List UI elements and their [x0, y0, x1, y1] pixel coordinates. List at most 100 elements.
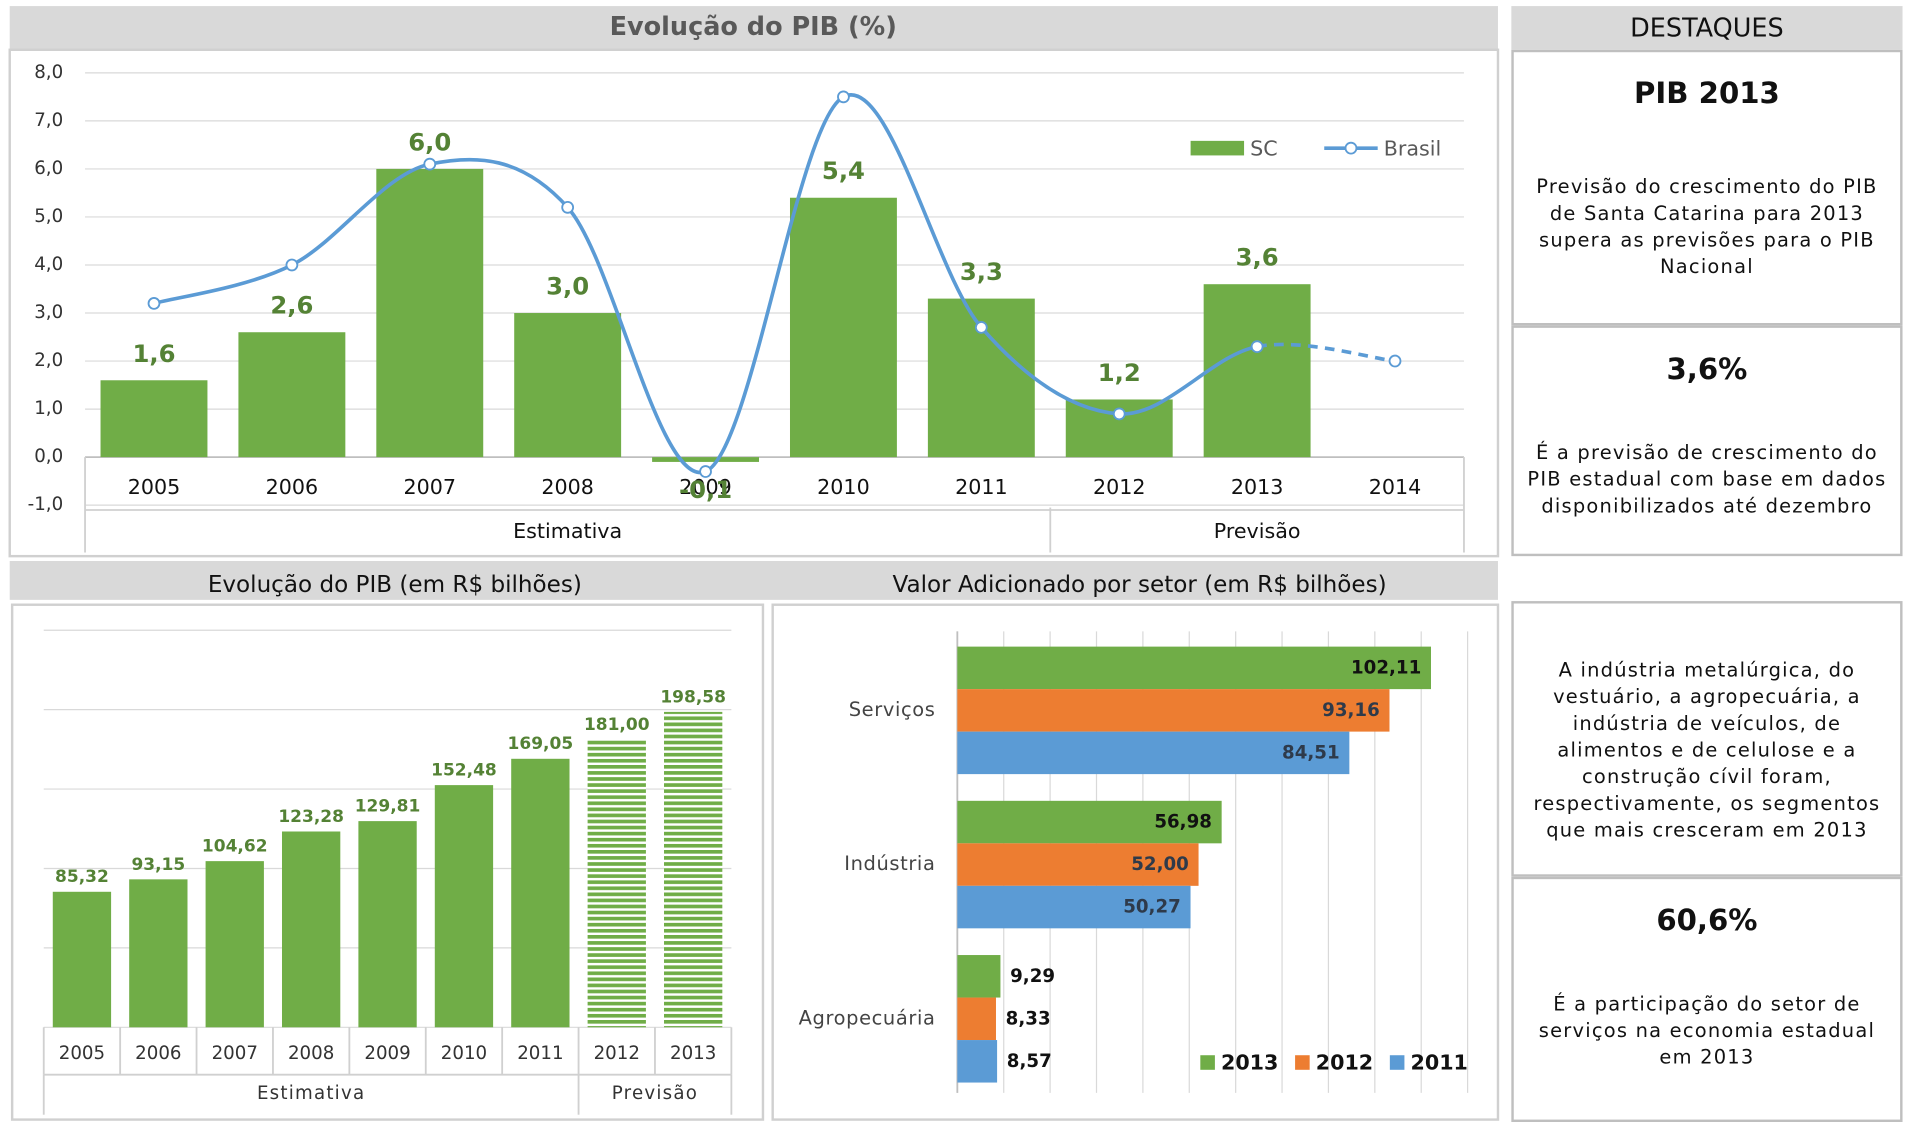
y-tick-label: Serviços	[849, 698, 936, 721]
highlight-box: 3,6% É a previsão de crescimento do PIB e…	[1511, 325, 1903, 557]
highlight-heading: 60,6%	[1656, 903, 1758, 938]
y-tick-label: 3,0	[34, 302, 63, 323]
highlight-text: A indústria metalúrgica, do vestuário, a…	[1533, 658, 1881, 842]
title-band	[9, 561, 1498, 600]
bar	[1203, 284, 1311, 458]
x-tick-label: 2011	[517, 1043, 563, 1064]
data-label: 104,62	[202, 837, 268, 857]
data-label: -0,1	[679, 475, 732, 504]
marker	[1250, 340, 1264, 354]
x-tick-label: 2006	[135, 1043, 181, 1064]
x-tick-label: 2007	[212, 1043, 258, 1064]
bar	[789, 197, 897, 458]
highlights-title: DESTAQUES	[1511, 6, 1903, 50]
marker	[561, 200, 575, 214]
group-label: Estimativa	[257, 1083, 365, 1104]
highlight-box: A indústria metalúrgica, do vestuário, a…	[1511, 601, 1903, 877]
bar	[100, 380, 208, 458]
x-tick-label: 2009	[679, 475, 732, 499]
bar	[434, 785, 494, 1028]
data-label: 9,29	[1010, 966, 1055, 987]
x-tick-label: 2013	[670, 1043, 716, 1064]
data-label: 3,3	[960, 257, 1003, 286]
y-tick-label: 7,0	[34, 110, 63, 131]
bar	[957, 885, 1191, 929]
x-tick-label: 2012	[594, 1043, 640, 1064]
highlight-box: PIB 2013 Previsão do crescimento do PIB d…	[1511, 49, 1903, 326]
data-label: 8,33	[1006, 1008, 1051, 1029]
data-label: 84,51	[1282, 742, 1340, 763]
x-tick-label: 2013	[1231, 475, 1284, 499]
x-tick-label: 2007	[404, 475, 457, 499]
marker	[285, 258, 299, 272]
title-band	[9, 6, 1498, 50]
data-label: 1,6	[132, 339, 175, 368]
chart-title: Valor Adicionado por setor (em R$ bilhõe…	[892, 572, 1386, 598]
bar	[957, 1040, 998, 1083]
bar	[514, 313, 622, 458]
x-tick-label: 2008	[541, 475, 594, 499]
highlight-text: Previsão do crescimento do PIB de Santa …	[1536, 174, 1878, 279]
y-tick-label: 5,0	[34, 206, 63, 227]
x-tick-label: 2012	[1093, 475, 1146, 499]
data-label: 56,98	[1154, 812, 1212, 833]
y-tick-label: Agropecuária	[799, 1006, 936, 1029]
bar	[957, 843, 1199, 886]
x-tick-label: 2011	[955, 475, 1008, 499]
y-tick-label: 6,0	[34, 158, 63, 179]
data-label: 50,27	[1123, 897, 1181, 918]
bar	[129, 879, 188, 1028]
data-label: 1,2	[1098, 358, 1141, 387]
data-label: 2,6	[270, 291, 313, 320]
legend-swatch	[1344, 141, 1358, 155]
legend-label: SC	[1250, 136, 1278, 160]
group-label: Previsão	[1214, 519, 1301, 543]
legend-label: Brasil	[1384, 136, 1441, 160]
data-label: 85,32	[55, 867, 109, 887]
legend-swatch	[1190, 140, 1245, 156]
y-tick-label: -1,0	[28, 494, 64, 515]
bar	[238, 332, 346, 458]
legend-label: 2013	[1221, 1051, 1278, 1075]
legend-swatch	[1295, 1055, 1310, 1070]
data-label: 52,00	[1131, 854, 1189, 875]
marker	[974, 321, 988, 334]
legend-swatch	[1389, 1055, 1405, 1070]
bar	[52, 891, 112, 1028]
bar	[957, 997, 996, 1041]
y-tick-label: 4,0	[34, 254, 63, 275]
highlight-text: É a previsão de crescimento do PIB estad…	[1527, 440, 1887, 518]
data-label: 93,15	[131, 855, 185, 875]
x-tick-label: 2010	[441, 1043, 487, 1064]
data-label: 3,6	[1236, 243, 1279, 272]
bar	[205, 861, 264, 1028]
data-label: 129,81	[355, 797, 421, 817]
y-tick-label: Indústria	[844, 852, 935, 875]
highlight-text: É a participação do setor de serviços na…	[1538, 992, 1876, 1069]
bar	[376, 168, 484, 458]
bar	[511, 758, 570, 1028]
data-label: 169,05	[508, 734, 574, 754]
bar	[957, 646, 1431, 690]
marker	[1112, 407, 1126, 421]
y-tick-label: 1,0	[34, 398, 63, 419]
bar	[957, 955, 1001, 998]
data-label: 181,00	[584, 715, 650, 735]
legend-label: 2011	[1410, 1051, 1467, 1075]
data-label: 5,4	[822, 156, 865, 185]
bar	[957, 731, 1350, 775]
marker	[147, 297, 161, 310]
bar	[652, 457, 760, 462]
x-tick-label: 2005	[128, 475, 181, 499]
bar	[957, 800, 1222, 844]
highlight-box: 60,6% É a participação do setor de serviç…	[1511, 876, 1903, 1122]
y-tick-label: 2,0	[34, 350, 63, 371]
x-tick-label: 2009	[364, 1043, 410, 1064]
marker	[699, 465, 712, 478]
line	[153, 93, 1258, 475]
y-tick-label: 0,0	[34, 446, 63, 467]
marker	[1388, 354, 1402, 368]
data-label: 123,28	[278, 807, 344, 827]
